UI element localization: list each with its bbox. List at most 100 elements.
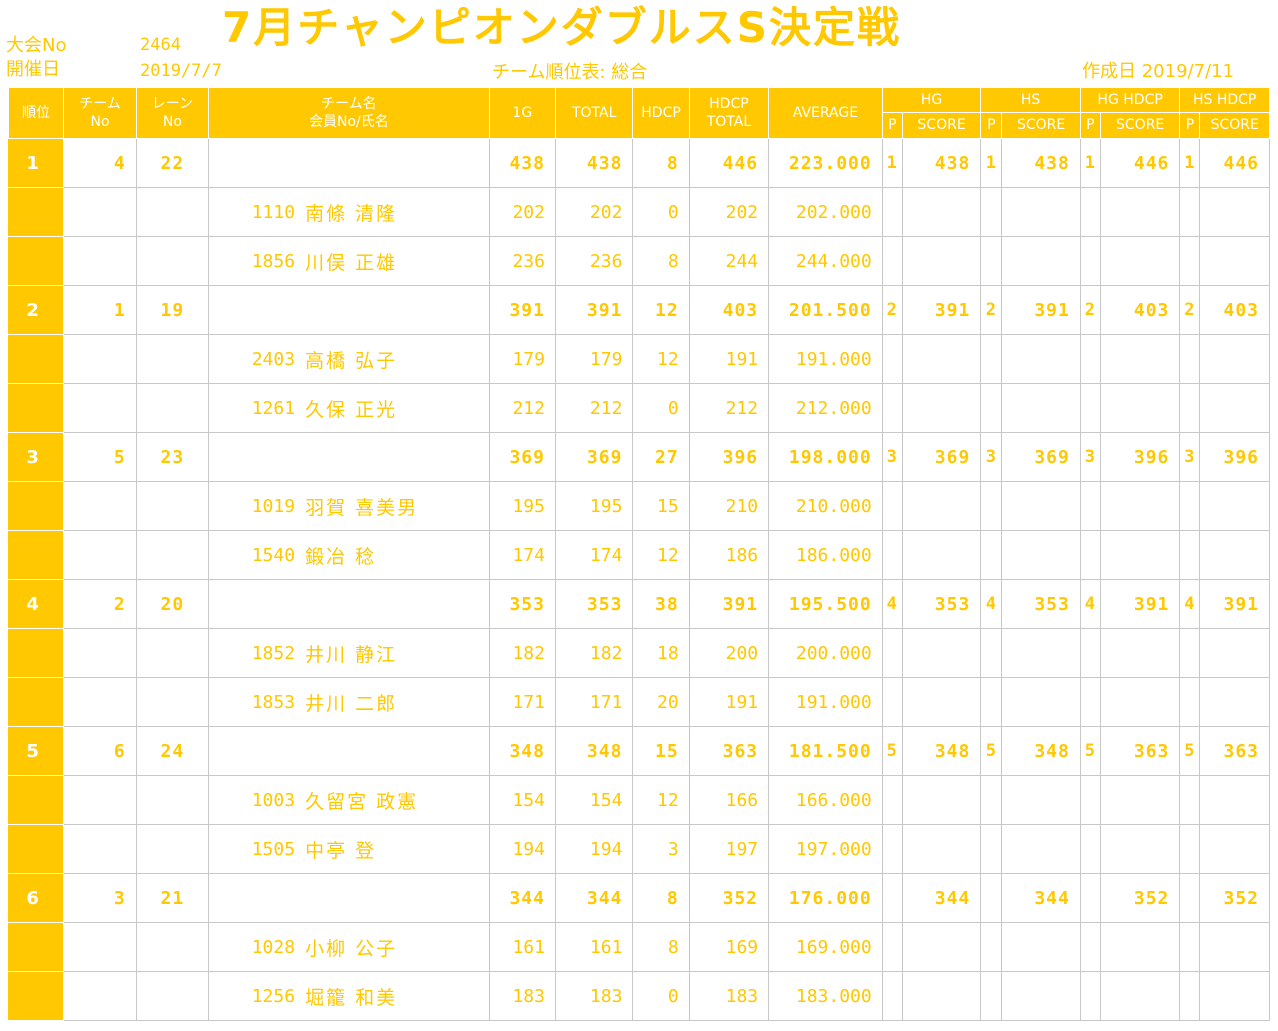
member-row: 2403 高橋 弘子 179 179 12 191 191.000 [7,334,1270,384]
hsh-p-cell [1179,383,1201,433]
team-row: 5 6 24 348 348 15 363 181.500 5 348 5 348 5 363 5 363 [7,726,1270,776]
hdcp-cell: 18 [632,628,690,678]
hdcp-cell: 12 [632,285,690,335]
hgh-score-cell [1099,481,1181,531]
average-cell: 198.000 [768,432,883,482]
lane-cell [135,530,210,580]
col-team-name: チーム名 会員No/氏名 [208,87,490,139]
rank-cell [7,824,65,874]
hsh-p-cell [1179,922,1201,972]
hdcp-total-cell: 191 [688,334,770,384]
total-cell: 353 [554,579,634,629]
hs-p-cell: 4 [980,579,1003,629]
team-no-cell: 6 [63,726,137,776]
total-cell: 369 [554,432,634,482]
hdcp-cell: 8 [632,873,690,923]
hgh-p-cell: 2 [1079,285,1101,335]
hgh-score-cell [1099,971,1181,1021]
hsh-score-cell [1199,971,1270,1021]
hs-score-cell [1001,628,1081,678]
col-hg: HG [881,87,982,113]
hsh-p-cell [1179,971,1201,1021]
lane-cell [135,334,210,384]
hdcp-total-cell: 191 [688,677,770,727]
hs-p-cell [980,530,1003,580]
hs-score-cell [1001,922,1081,972]
report-subtitle: チーム順位表: 総合 [492,62,648,83]
hsh-score-cell [1199,824,1270,874]
hs-score-cell: 344 [1001,873,1081,923]
member-no-cell: 1003 [208,775,302,825]
lane-cell: 20 [135,579,210,629]
hs-score-cell [1001,383,1081,433]
hs-score-cell [1001,481,1081,531]
team-row: 1 4 22 438 438 8 446 223.000 1 438 1 438 1 446 1 446 [7,138,1270,188]
hgh-p-cell [1079,236,1101,286]
team-no-cell [63,383,137,433]
member-row: 1110 南條 清隆 202 202 0 202 202.000 [7,187,1270,237]
hsh-score-cell [1199,677,1270,727]
hdcp-cell: 0 [632,971,690,1021]
member-row: 1852 井川 静江 182 182 18 200 200.000 [7,628,1270,678]
team-row: 2 1 19 391 391 12 403 201.500 2 391 2 391 2 403 2 403 [7,285,1270,335]
hg-p-cell [881,824,903,874]
team-row: 3 5 23 369 369 27 396 198.000 3 369 3 369 3 396 3 396 [7,432,1270,482]
team-no-cell [63,334,137,384]
rank-cell: 3 [7,432,65,482]
standings-table: 順位 チーム No レーン No チーム名 会員No/氏名 1G TOTAL HDCP… [7,87,1270,1021]
g1-cell: 194 [488,824,556,874]
hs-score-cell [1001,530,1081,580]
col-hg-hdcp: HG HDCP [1079,87,1181,113]
total-cell: 344 [554,873,634,923]
team-no-cell [63,775,137,825]
hgh-score-cell [1099,334,1181,384]
hg-p-cell [881,628,903,678]
hsh-p-cell: 1 [1179,138,1201,188]
team-no-cell: 1 [63,285,137,335]
hs-p-cell [980,824,1003,874]
hgh-p-cell [1079,187,1101,237]
hdcp-cell: 12 [632,334,690,384]
hsh-p-cell: 4 [1179,579,1201,629]
hs-p-cell: 2 [980,285,1003,335]
g1-cell: 369 [488,432,556,482]
hdcp-total-cell: 166 [688,775,770,825]
hs-p-cell [980,971,1003,1021]
hsh-p-cell [1179,236,1201,286]
created-date: 作成日 2019/7/11 [1082,61,1235,82]
hsh-score-cell: 396 [1199,432,1270,482]
hdcp-cell: 3 [632,824,690,874]
col-lane-no: レーン No [135,87,210,139]
hg-p-cell: 1 [881,138,903,188]
hsh-score-cell [1199,481,1270,531]
member-name-cell: 南條 清隆 [301,187,490,237]
team-row: 6 3 21 344 344 8 352 176.000 344 344 352 352 [7,873,1270,923]
hgh-score-cell [1099,236,1181,286]
lane-cell [135,628,210,678]
hsh-score-cell [1199,775,1270,825]
g1-cell: 174 [488,530,556,580]
hgh-score-cell: 352 [1099,873,1181,923]
hdcp-cell: 12 [632,530,690,580]
hsh-score-cell: 446 [1199,138,1270,188]
hs-score-cell: 353 [1001,579,1081,629]
member-row: 1540 鍛冶 稔 174 174 12 186 186.000 [7,530,1270,580]
hg-score-cell [901,530,982,580]
hgh-score-cell [1099,530,1181,580]
hs-score-cell [1001,775,1081,825]
hg-score-cell [901,383,982,433]
hgh-score-cell [1099,775,1181,825]
hg-score-cell [901,628,982,678]
average-cell: 212.000 [768,383,883,433]
lane-cell [135,236,210,286]
team-name-cell [208,285,490,335]
team-row: 4 2 20 353 353 38 391 195.500 4 353 4 353 4 391 4 391 [7,579,1270,629]
member-row: 1505 中亭 登 194 194 3 197 197.000 [7,824,1270,874]
average-cell: 169.000 [768,922,883,972]
average-cell: 201.500 [768,285,883,335]
lane-cell [135,824,210,874]
team-no-cell [63,922,137,972]
col-total: TOTAL [554,87,634,139]
hs-p-cell [980,383,1003,433]
g1-cell: 438 [488,138,556,188]
